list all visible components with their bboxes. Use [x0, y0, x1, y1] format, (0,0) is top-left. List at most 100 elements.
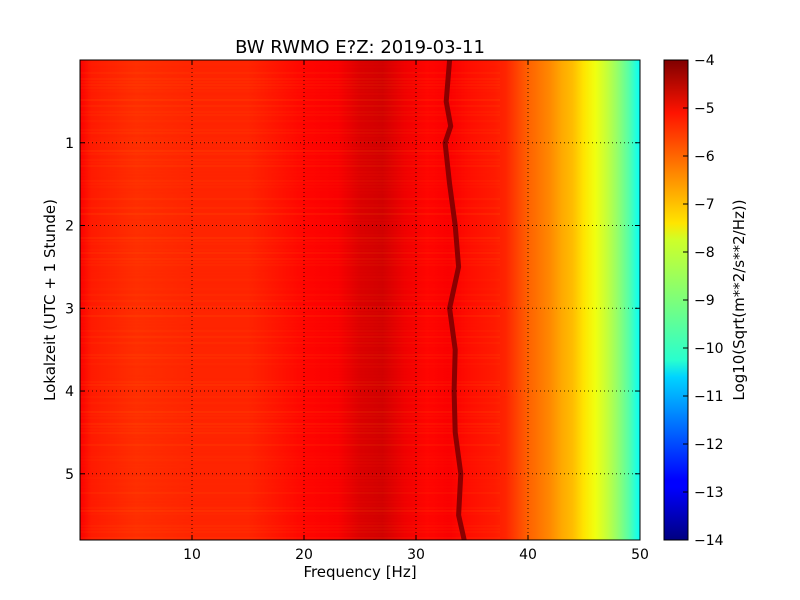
- time-row-band: [80, 216, 500, 218]
- y-tick-label: 5: [65, 467, 74, 483]
- time-row-band: [80, 291, 500, 293]
- time-row-band: [80, 381, 500, 383]
- time-row-band: [80, 420, 500, 422]
- time-row-band: [80, 318, 500, 320]
- time-row-band: [80, 417, 500, 419]
- time-row-band: [80, 354, 500, 356]
- time-row-band: [80, 150, 500, 152]
- x-tick-label: 50: [631, 547, 649, 563]
- time-row-band: [80, 357, 500, 359]
- y-tick-label: 3: [65, 301, 74, 317]
- colorbar-tick-label: −5: [694, 101, 715, 117]
- time-row-band: [80, 444, 500, 446]
- time-row-band: [80, 396, 500, 398]
- time-row-band: [80, 240, 500, 242]
- time-row-band: [80, 363, 500, 365]
- heatmap-image: [80, 60, 640, 540]
- time-row-band: [80, 60, 500, 62]
- time-row-band: [80, 213, 500, 215]
- time-row-band: [80, 69, 500, 71]
- plot-frame: [79, 59, 641, 541]
- time-row-band: [80, 102, 500, 104]
- time-row-band: [80, 315, 500, 317]
- time-row-band: [80, 486, 500, 488]
- plot-area: 10 20 30 40 50 1 2 3 4 5: [65, 59, 649, 563]
- time-row-band: [80, 156, 500, 158]
- time-row-band: [80, 243, 500, 245]
- time-row-band: [80, 222, 500, 224]
- time-row-band: [80, 306, 500, 308]
- y-axis-ticks: 1 2 3 4 5: [65, 136, 640, 483]
- time-row-band: [80, 186, 500, 188]
- time-row-band: [80, 402, 500, 404]
- time-row-band: [80, 393, 500, 395]
- y-tick-label: 4: [65, 384, 74, 400]
- time-row-band: [80, 264, 500, 266]
- time-row-band: [80, 516, 500, 518]
- time-row-band: [80, 237, 500, 239]
- time-row-band: [80, 129, 500, 131]
- time-row-band: [80, 168, 500, 170]
- time-row-band: [80, 321, 500, 323]
- time-row-band: [80, 456, 500, 458]
- colorbar-tick-label: −13: [694, 485, 724, 501]
- time-row-band: [80, 117, 500, 119]
- time-row-band: [80, 462, 500, 464]
- time-row-band: [80, 405, 500, 407]
- time-row-variations: [80, 60, 500, 539]
- time-row-band: [80, 330, 500, 332]
- time-row-band: [80, 180, 500, 182]
- time-row-band: [80, 204, 500, 206]
- time-row-band: [80, 141, 500, 143]
- time-row-band: [80, 120, 500, 122]
- time-row-band: [80, 534, 500, 536]
- time-row-band: [80, 96, 500, 98]
- y-tick-label: 1: [65, 136, 74, 152]
- time-row-band: [80, 297, 500, 299]
- time-row-band: [80, 465, 500, 467]
- colorbar-tick-label: −8: [694, 245, 715, 261]
- colorbar-tick-label: −12: [694, 437, 724, 453]
- time-row-band: [80, 429, 500, 431]
- time-row-band: [80, 348, 500, 350]
- time-row-band: [80, 189, 500, 191]
- time-row-band: [80, 342, 500, 344]
- time-row-band: [80, 228, 500, 230]
- time-row-band: [80, 138, 500, 140]
- time-row-band: [80, 324, 500, 326]
- time-row-band: [80, 522, 500, 524]
- time-row-band: [80, 78, 500, 80]
- time-row-band: [80, 309, 500, 311]
- time-row-band: [80, 300, 500, 302]
- time-row-band: [80, 252, 500, 254]
- time-row-band: [80, 84, 500, 86]
- time-row-band: [80, 375, 500, 377]
- time-row-band: [80, 276, 500, 278]
- y-axis-title: Lokalzeit (UTC + 1 Stunde): [41, 199, 59, 401]
- time-row-band: [80, 453, 500, 455]
- colorbar: −4 −5 −6 −7 −8 −9 −10 −11 −12 −13 −14 Log10(Sqrt(m…: [663, 53, 748, 549]
- time-row-band: [80, 207, 500, 209]
- time-row-band: [80, 282, 500, 284]
- time-row-band: [80, 378, 500, 380]
- time-row-band: [80, 528, 500, 530]
- time-row-band: [80, 294, 500, 296]
- time-row-band: [80, 423, 500, 425]
- time-row-band: [80, 303, 500, 305]
- time-row-band: [80, 399, 500, 401]
- time-row-band: [80, 474, 500, 476]
- time-row-band: [80, 93, 500, 95]
- colorbar-tick-label: −9: [694, 293, 715, 309]
- x-tick-label: 10: [183, 547, 201, 563]
- time-row-band: [80, 504, 500, 506]
- time-row-band: [80, 159, 500, 161]
- time-row-band: [80, 471, 500, 473]
- time-row-band: [80, 72, 500, 74]
- time-row-band: [80, 108, 500, 110]
- x-tick-label: 40: [519, 547, 537, 563]
- time-row-band: [80, 81, 500, 83]
- colorbar-tick-label: −4: [694, 53, 715, 69]
- time-row-band: [80, 201, 500, 203]
- colorbar-tick-label: −6: [694, 149, 715, 165]
